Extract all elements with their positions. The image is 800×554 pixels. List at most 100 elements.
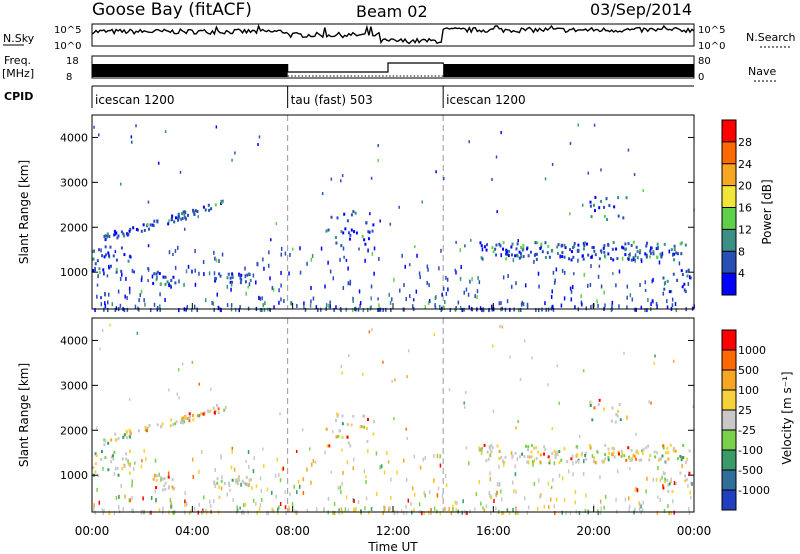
- scatter-cell: [626, 415, 629, 419]
- scatter-cell: [522, 255, 525, 259]
- scatter-cell: [662, 446, 665, 450]
- scatter-cell: [464, 244, 466, 248]
- scatter-cell: [604, 457, 607, 461]
- scatter-cell: [635, 457, 638, 461]
- scatter-cell: [179, 170, 182, 174]
- scatter-cell: [656, 242, 659, 246]
- scatter-cell: [221, 475, 223, 480]
- scatter-cell: [581, 302, 583, 307]
- scatter-cell: [302, 477, 305, 482]
- scatter-cell: [96, 294, 98, 299]
- scatter-cell: [164, 275, 167, 279]
- scatter-cell: [291, 502, 294, 507]
- scatter-cell: [236, 508, 239, 513]
- scatter-cell: [167, 282, 170, 286]
- scatter-cell: [155, 497, 157, 502]
- scatter-cell: [649, 255, 652, 259]
- scatter-cell: [338, 429, 341, 433]
- scatter-cell: [572, 245, 575, 249]
- scatter-cell: [404, 264, 406, 269]
- scatter-cell: [143, 228, 146, 232]
- scatter-cell: [502, 247, 505, 251]
- scatter-cell: [584, 453, 587, 457]
- scatter-cell: [428, 299, 431, 304]
- scatter-cell: [284, 251, 287, 256]
- scatter-cell: [327, 496, 330, 501]
- scatter-cell: [593, 249, 596, 253]
- scatter-cell: [545, 307, 548, 312]
- scatter-cell: [219, 274, 222, 278]
- scatter-cell: [515, 253, 518, 257]
- scatter-cell: [500, 253, 502, 258]
- colorbar-tick-label: 25: [738, 404, 752, 417]
- nave-tick-top: 80: [698, 56, 711, 67]
- scatter-cell: [153, 302, 156, 307]
- scatter-cell: [353, 499, 355, 504]
- freq-bar-block: [443, 64, 694, 77]
- scatter-cell: [652, 250, 655, 254]
- scatter-cell: [432, 479, 435, 484]
- scatter-cell: [604, 452, 607, 456]
- scatter-cell: [541, 250, 544, 254]
- scatter-cell: [256, 261, 258, 266]
- scatter-cell: [346, 435, 349, 439]
- scatter-cell: [670, 290, 673, 294]
- scatter-cell: [278, 288, 280, 293]
- scatter-cell: [350, 228, 353, 232]
- scatter-cell: [644, 288, 647, 292]
- scatter-cell: [140, 289, 143, 294]
- scatter-cell: [547, 244, 550, 248]
- scatter-cell: [498, 482, 500, 487]
- scatter-cell: [377, 307, 379, 312]
- scatter-cell: [421, 511, 423, 516]
- scatter-cell: [584, 457, 587, 461]
- colorbar-tick-label: 500: [738, 364, 759, 377]
- scatter-cell: [478, 446, 481, 450]
- scatter-cell: [370, 296, 372, 301]
- scatter-cell: [582, 471, 585, 476]
- scatter-cell: [240, 482, 242, 487]
- scatter-cell: [131, 483, 133, 488]
- scatter-cell: [123, 308, 126, 313]
- scatter-cell: [101, 508, 104, 513]
- scatter-cell: [572, 255, 575, 259]
- scatter-cell: [216, 292, 219, 297]
- scatter-cell: [164, 481, 167, 485]
- scatter-cell: [194, 249, 196, 254]
- scatter-cell: [309, 303, 312, 308]
- scatter-cell: [650, 301, 652, 306]
- scatter-cell: [268, 308, 271, 312]
- scatter-cell: [555, 267, 558, 272]
- scatter-cell: [204, 298, 207, 303]
- scatter-cell: [109, 264, 112, 268]
- scatter-cell: [125, 452, 128, 456]
- colorbar-tick-label: -25: [738, 424, 756, 437]
- scatter-cell: [454, 268, 456, 272]
- scatter-cell: [598, 264, 601, 268]
- scatter-cell: [600, 506, 603, 511]
- scatter-cell: [103, 255, 106, 259]
- scatter-cell: [660, 457, 663, 461]
- scatter-cell: [674, 449, 677, 453]
- colorbar-tick-label: 1000: [738, 344, 766, 357]
- scatter-cell: [148, 511, 151, 516]
- scatter-cell: [97, 474, 100, 478]
- scatter-cell: [594, 209, 597, 213]
- scatter-cell: [439, 305, 441, 310]
- scatter-cell: [128, 286, 131, 291]
- scatter-cell: [231, 446, 234, 450]
- scatter-cell: [370, 305, 372, 310]
- scatter-cell: [469, 279, 471, 284]
- scatter-cell: [607, 252, 610, 256]
- scatter-cell: [600, 249, 603, 254]
- scatter-cell: [217, 411, 220, 415]
- scatter-cell: [522, 247, 525, 251]
- scatter-cell: [553, 461, 556, 466]
- scatter-cell: [468, 461, 470, 466]
- scatter-cell: [535, 308, 537, 313]
- scatter-cell: [159, 292, 161, 297]
- scatter-cell: [106, 308, 109, 313]
- scatter-cell: [184, 216, 187, 220]
- scatter-cell: [103, 508, 105, 513]
- scatter-cell: [454, 500, 456, 505]
